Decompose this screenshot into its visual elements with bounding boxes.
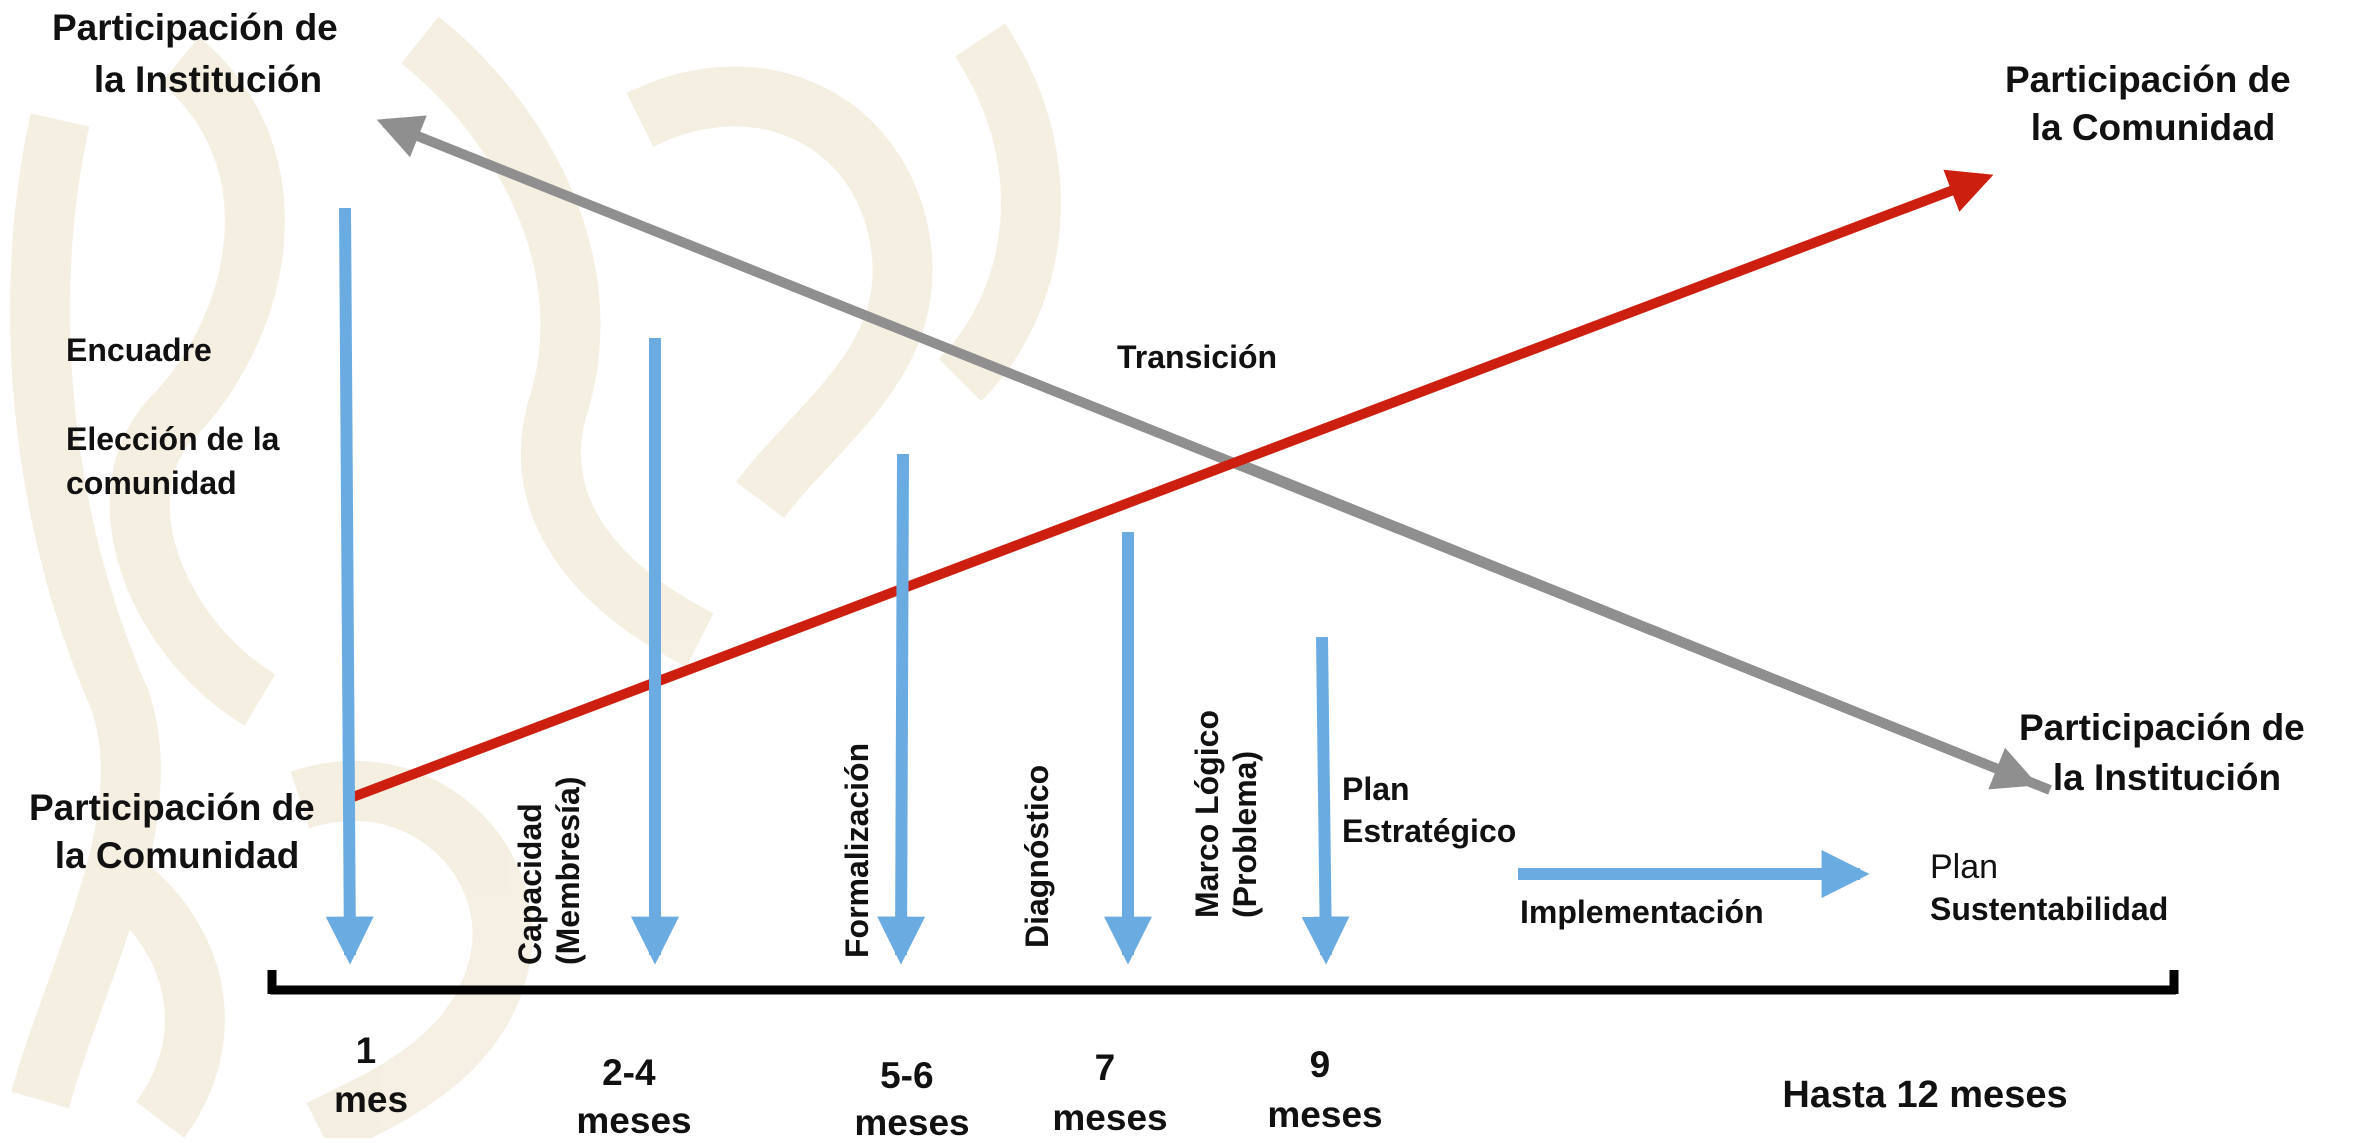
timeline-bracket (267, 970, 2179, 995)
label-line: meses (1267, 1094, 1382, 1135)
label-marco-logico-problema: Marco Lógico (Problema) (1189, 701, 1263, 918)
label-transicion: Transición (1117, 339, 1277, 375)
label-line: Estratégico (1342, 813, 1516, 849)
timeline-label-5-6-meses: 5-6 meses (854, 1055, 969, 1138)
label-line: comunidad (66, 465, 237, 501)
label-line: Elección de la (66, 421, 280, 457)
label-line: Diagnóstico (1019, 765, 1055, 948)
timeline-label-2-4-meses: 2-4 meses (576, 1052, 691, 1138)
label-plan-sustentabilidad: Plan Sustentabilidad (1930, 848, 2168, 927)
label-encuadre: Encuadre (66, 332, 212, 368)
label-plan-estrategico: Plan Estratégico (1342, 771, 1516, 849)
label-line: (Membresía) (550, 777, 586, 966)
label-line: 7 (1095, 1047, 1116, 1088)
label-capacidad-membresia: Capacidad (Membresía) (512, 777, 586, 966)
red-community-arrow (343, 169, 1994, 805)
timeline-label-1-mes: 1 mes (334, 1030, 408, 1120)
label-line: Participación de (29, 787, 315, 828)
phase-arrow-9-meses (1301, 636, 1350, 965)
label-line: Participación de (2005, 59, 2291, 100)
label-line: la Institución (94, 59, 322, 100)
phase-arrow-1-mes (325, 207, 374, 965)
label-line: Marco Lógico (1189, 710, 1225, 918)
label-line: meses (576, 1100, 691, 1138)
phase-arrow-5-6-meses (877, 453, 926, 965)
timeline-label-7-meses: 7 meses (1052, 1047, 1167, 1138)
label-line: la Comunidad (2031, 107, 2276, 148)
label-line: 9 (1310, 1044, 1331, 1085)
label-top-left-institution: Participación de la Institución (52, 7, 348, 100)
label-line: la Comunidad (55, 835, 300, 876)
label-line: Participación de (2019, 707, 2305, 748)
label-line: mes (334, 1079, 408, 1120)
label-implementacion: Implementación (1520, 894, 1764, 930)
gray-institution-arrow-tail (1238, 459, 2039, 790)
timeline-label-hasta-12-meses: Hasta 12 meses (1782, 1074, 2067, 1116)
label-line: Plan (1930, 848, 1998, 886)
label-eleccion-comunidad: Elección de la comunidad (66, 421, 288, 501)
label-bottom-left-community: Participación de la Comunidad (29, 787, 325, 876)
label-line: 1 (356, 1030, 377, 1071)
label-bottom-right-institution: Participación de la Institución (2019, 707, 2315, 798)
label-line: Formalización (839, 743, 875, 958)
label-line: Sustentabilidad (1930, 891, 2168, 927)
label-line: 5-6 (880, 1055, 933, 1096)
label-line: Participación de (52, 7, 338, 48)
label-top-right-community: Participación de la Comunidad (2005, 59, 2301, 148)
label-line: Plan (1342, 771, 1410, 807)
label-formalizacion: Formalización (839, 743, 875, 958)
label-line: (Problema) (1227, 751, 1263, 918)
label-line: meses (1052, 1097, 1167, 1138)
label-line: 2-4 (602, 1052, 656, 1093)
label-diagnostico: Diagnóstico (1019, 765, 1055, 948)
label-line: Capacidad (512, 803, 548, 965)
timeline-label-9-meses: 9 meses (1267, 1044, 1382, 1135)
background-pattern (10, 16, 1061, 1143)
label-line: la Institución (2053, 757, 2281, 798)
label-line: meses (854, 1102, 969, 1138)
